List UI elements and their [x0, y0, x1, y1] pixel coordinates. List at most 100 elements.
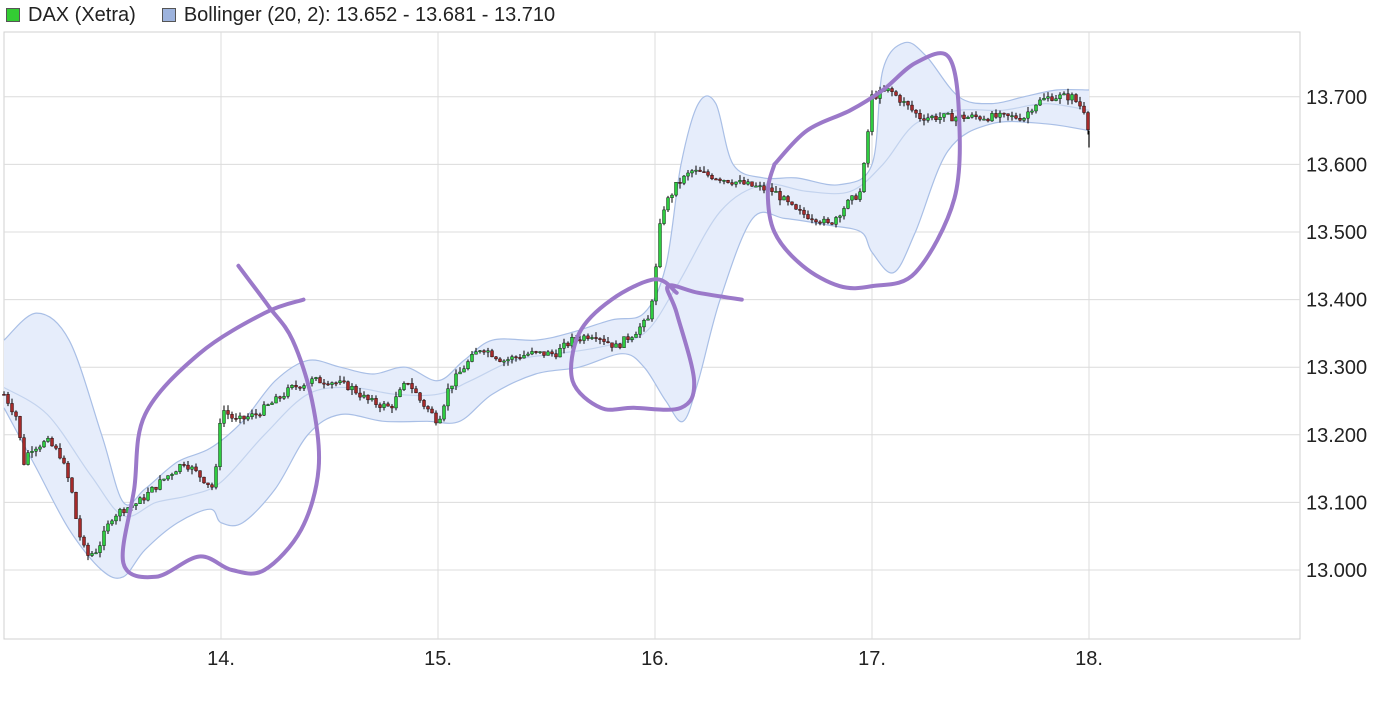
candle-body: [334, 382, 338, 385]
candle-body: [350, 386, 354, 391]
candle-body: [1050, 96, 1054, 101]
annotation-stroke: [120, 263, 322, 580]
y-tick-label: 13.000: [1306, 560, 1367, 582]
candle-body: [370, 398, 374, 401]
candle-body: [374, 398, 378, 405]
candle-body: [942, 113, 946, 118]
candle-body: [526, 353, 530, 356]
candle-body: [722, 180, 726, 182]
candle-body: [562, 342, 566, 349]
candle-body: [1042, 98, 1046, 101]
candle-body: [362, 394, 366, 398]
candle-body: [650, 300, 654, 320]
hand-annotations: [120, 51, 962, 580]
candle-body: [414, 388, 418, 394]
x-axis: 14. 15. 16. 17. 18.: [207, 648, 1103, 670]
candle-body: [502, 360, 506, 363]
candle-body: [614, 343, 618, 348]
candle-body: [654, 266, 658, 302]
candle-body: [2, 394, 6, 396]
bollinger-band-area: [4, 42, 1089, 579]
y-tick-label: 13.600: [1306, 154, 1367, 176]
candle-body: [1002, 112, 1006, 115]
candle-body: [670, 194, 674, 198]
legend-dax[interactable]: DAX (Xetra): [6, 4, 136, 27]
candle-body: [158, 479, 162, 490]
candle-body: [22, 437, 26, 465]
candle-body: [42, 441, 46, 448]
candle-body: [330, 382, 334, 385]
candle-body: [610, 342, 614, 348]
candle-body: [830, 222, 834, 225]
candle-body: [14, 411, 18, 417]
candle-body: [470, 354, 474, 362]
candle-body: [954, 117, 958, 122]
candle-body: [522, 355, 526, 359]
candle-body: [994, 113, 998, 118]
candle-body: [386, 403, 390, 407]
x-tick-label: 16.: [641, 648, 669, 670]
candle-body: [986, 118, 990, 122]
candle-body: [742, 180, 746, 185]
candle-body: [754, 185, 758, 188]
candle-body: [238, 415, 242, 419]
candle-body: [434, 412, 438, 424]
candle-body: [1066, 93, 1070, 101]
candle-body: [638, 326, 642, 335]
candle-body: [458, 371, 462, 375]
candle-body: [366, 394, 370, 401]
candle-body: [702, 171, 706, 173]
candle-body: [26, 452, 30, 465]
candle-body: [666, 197, 670, 211]
candle-body: [746, 181, 750, 185]
candle-body: [454, 373, 458, 387]
candle-body: [326, 383, 330, 386]
candle-body: [662, 209, 666, 224]
candle-body: [542, 351, 546, 356]
candle-body: [486, 350, 490, 353]
candle-body: [914, 109, 918, 114]
candle-body: [950, 113, 954, 122]
candle-body: [258, 414, 262, 417]
candle-body: [94, 552, 98, 555]
candle-body: [106, 523, 110, 532]
legend: DAX (Xetra) Bollinger (20, 2): 13.652 - …: [6, 2, 581, 28]
annotation-stroke: [765, 51, 962, 291]
candle-body: [1058, 94, 1062, 99]
candle-body: [598, 338, 602, 340]
candle-body: [494, 356, 498, 360]
candle-body: [570, 337, 574, 347]
candle-body: [214, 466, 218, 488]
x-tick-label: 17.: [858, 648, 886, 670]
candle-body: [1014, 115, 1018, 119]
legend-bollinger[interactable]: Bollinger (20, 2): 13.652 - 13.681 - 13.…: [161, 4, 555, 27]
candle-body: [738, 180, 742, 183]
candle-body: [482, 350, 486, 353]
y-tick-label: 13.100: [1306, 492, 1367, 514]
candle-body: [982, 118, 986, 121]
candle-body: [634, 334, 638, 338]
candle-body: [794, 204, 798, 210]
candle-body: [1006, 113, 1010, 116]
candle-body: [422, 400, 426, 407]
y-tick-label: 13.700: [1306, 87, 1367, 109]
candle-body: [822, 218, 826, 224]
candle-body: [82, 536, 86, 546]
candle-body: [586, 335, 590, 339]
candle-body: [814, 219, 818, 223]
candle-body: [902, 101, 906, 103]
candle-body: [618, 343, 622, 348]
candle-body: [1046, 96, 1050, 99]
candle-body: [442, 405, 446, 420]
candle-body: [846, 199, 850, 209]
y-tick-label: 13.400: [1306, 290, 1367, 312]
candle-body: [190, 466, 194, 470]
candle-body: [54, 445, 58, 449]
candle-body: [1082, 105, 1086, 113]
candle-body: [478, 350, 482, 353]
candle-body: [890, 88, 894, 92]
candle-body: [686, 172, 690, 177]
candle-body: [590, 337, 594, 339]
legend-dax-label: DAX (Xetra): [28, 3, 136, 26]
candle-body: [450, 385, 454, 389]
